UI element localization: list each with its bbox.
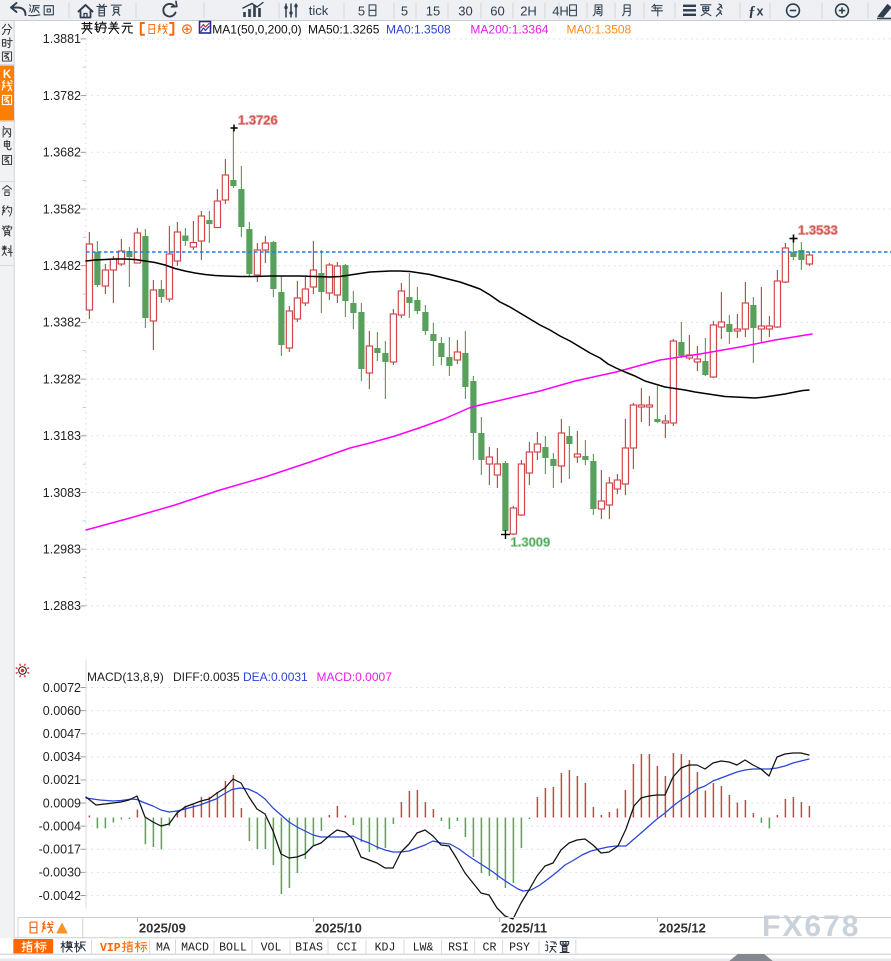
svg-text:0.0021: 0.0021: [43, 773, 81, 787]
svg-text:1.3009: 1.3009: [511, 535, 551, 550]
svg-text:-0.0030: -0.0030: [39, 866, 81, 880]
svg-text:1.3881: 1.3881: [43, 32, 81, 46]
svg-text:MACD: MACD: [181, 942, 209, 955]
svg-text:MA0:1.3508: MA0:1.3508: [567, 23, 632, 37]
svg-text:2025/12: 2025/12: [659, 921, 706, 936]
svg-text:VOL: VOL: [261, 942, 282, 955]
svg-text:MA50:1.3265: MA50:1.3265: [308, 23, 380, 37]
svg-text:-0.0017: -0.0017: [39, 843, 81, 857]
svg-text:MA1(50,0,200,0): MA1(50,0,200,0): [212, 23, 301, 37]
svg-text:tick: tick: [309, 3, 329, 18]
svg-text:MA200:1.3364: MA200:1.3364: [470, 23, 548, 37]
svg-text:1.3726: 1.3726: [238, 113, 278, 128]
svg-text:2025/09: 2025/09: [139, 921, 186, 936]
svg-text:1.3533: 1.3533: [798, 223, 838, 238]
svg-text:CCI: CCI: [337, 942, 358, 955]
svg-text:4H: 4H: [552, 4, 569, 19]
svg-text:LW&: LW&: [413, 942, 434, 955]
svg-text:ƒ: ƒ: [748, 4, 756, 20]
svg-text:RSI: RSI: [448, 942, 469, 955]
svg-text:5: 5: [401, 4, 408, 19]
svg-text:1.3282: 1.3282: [43, 372, 81, 386]
svg-text:1.3482: 1.3482: [43, 259, 81, 273]
svg-text:1.2883: 1.2883: [43, 599, 81, 613]
svg-text:1.2983: 1.2983: [43, 543, 81, 557]
svg-text:2025/11: 2025/11: [501, 921, 547, 936]
svg-text:KDJ: KDJ: [375, 942, 396, 955]
svg-text:0.0047: 0.0047: [43, 727, 81, 741]
svg-text:x: x: [757, 5, 764, 19]
svg-text:1.3782: 1.3782: [43, 89, 81, 103]
svg-text:BOLL: BOLL: [219, 942, 247, 955]
svg-text:MACD:0.0007: MACD:0.0007: [317, 670, 393, 684]
svg-text:BIAS: BIAS: [295, 942, 323, 955]
svg-text:5: 5: [358, 4, 365, 19]
svg-text:PSY: PSY: [509, 942, 530, 955]
svg-text:-0.0004: -0.0004: [39, 819, 81, 833]
svg-text:DIFF:0.0035: DIFF:0.0035: [173, 670, 240, 684]
svg-text:2025/10: 2025/10: [315, 921, 362, 936]
svg-text:1.3682: 1.3682: [43, 146, 81, 160]
svg-text:60: 60: [490, 4, 504, 19]
svg-text:VIP: VIP: [100, 942, 121, 955]
svg-text:15: 15: [426, 4, 440, 19]
svg-text:0.0072: 0.0072: [43, 681, 81, 695]
svg-text:MA: MA: [156, 942, 170, 955]
svg-text:K: K: [3, 69, 12, 81]
svg-text:1.3382: 1.3382: [43, 316, 81, 330]
svg-text:0.0009: 0.0009: [43, 796, 81, 810]
svg-text:0.0060: 0.0060: [43, 704, 81, 718]
svg-text:DEA:0.0031: DEA:0.0031: [243, 670, 308, 684]
svg-text:MACD(13,8,9): MACD(13,8,9): [87, 670, 164, 684]
svg-text:1.3183: 1.3183: [43, 429, 81, 443]
svg-text:-0.0042: -0.0042: [39, 889, 81, 903]
svg-text:1.3582: 1.3582: [43, 202, 81, 216]
svg-text:CR: CR: [483, 942, 497, 955]
svg-text:30: 30: [458, 4, 472, 19]
svg-text:0.0034: 0.0034: [43, 750, 81, 764]
svg-text:2H: 2H: [520, 4, 537, 19]
svg-text:1.3083: 1.3083: [43, 486, 81, 500]
svg-text:MA0:1.3508: MA0:1.3508: [386, 23, 451, 37]
